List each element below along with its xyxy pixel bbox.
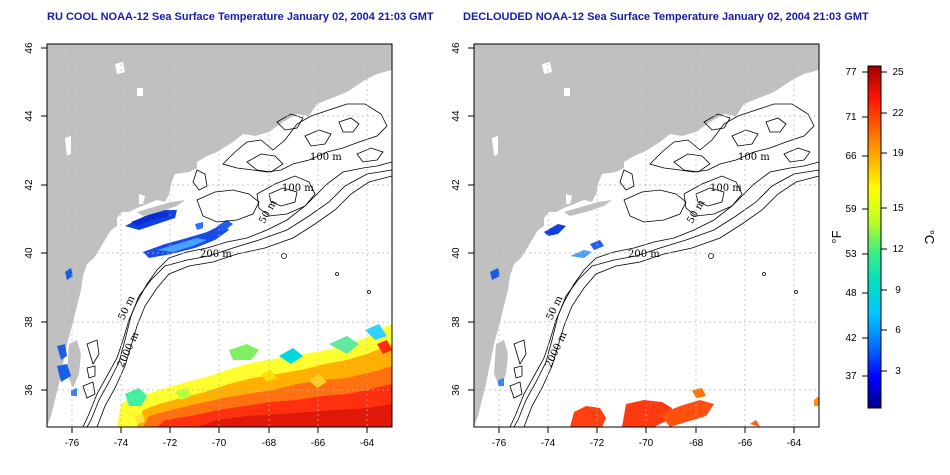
lon-labels-right: -76 -74 -72 -70 -68 -66 -64 xyxy=(492,438,802,449)
fahrenheit-tick-label: 77 xyxy=(845,67,857,78)
lon-tick-label: -72 xyxy=(590,438,605,449)
lat-labels-right: 36 38 40 42 44 46 xyxy=(451,42,462,396)
colorbar-gradient xyxy=(867,65,882,409)
lon-tick-label: -76 xyxy=(492,438,507,449)
lat-tick-label: 38 xyxy=(24,316,35,328)
celsius-unit-label: °C xyxy=(922,230,937,245)
lat-tick-label: 44 xyxy=(24,110,35,122)
lon-tick-label: -66 xyxy=(311,438,326,449)
celsius-tick-label: 19 xyxy=(892,148,904,159)
contour-label: 100 m xyxy=(710,183,742,194)
fahrenheit-unit-label: °F xyxy=(829,230,844,243)
lat-tick-label: 46 xyxy=(24,42,35,54)
lon-tick-label: -72 xyxy=(163,438,178,449)
contour-label: 200 m xyxy=(200,249,232,260)
fahrenheit-tick-label: 59 xyxy=(845,204,857,215)
lat-tick-label: 40 xyxy=(24,247,35,259)
contour-label: 100 m xyxy=(282,183,314,194)
colorbar-celsius-labels: 25 22 19 15 12 9 6 3 xyxy=(892,67,904,377)
fahrenheit-tick-label: 42 xyxy=(845,333,857,344)
lat-tick-label: 38 xyxy=(451,316,462,328)
lon-tick-label: -64 xyxy=(360,438,375,449)
contour-label: 200 m xyxy=(628,249,660,260)
lon-tick-label: -74 xyxy=(541,438,556,449)
lon-tick-label: -66 xyxy=(738,438,753,449)
colorbar: 77 71 66 59 53 48 42 37 25 22 19 15 12 9… xyxy=(829,65,937,409)
lat-tick-label: 44 xyxy=(451,110,462,122)
sst-pixels-declouded xyxy=(490,224,819,427)
lat-tick-label: 42 xyxy=(24,179,35,191)
lat-tick-label: 42 xyxy=(451,179,462,191)
lat-labels-left: 36 38 40 42 44 46 xyxy=(24,42,35,396)
map-panel-raw xyxy=(46,43,393,428)
contour-label: 100 m xyxy=(738,152,770,163)
lon-tick-label: -70 xyxy=(212,438,227,449)
map-panel-declouded xyxy=(473,43,820,428)
lon-tick-label: -74 xyxy=(114,438,129,449)
lon-tick-label: -70 xyxy=(639,438,654,449)
celsius-tick-label: 6 xyxy=(895,325,901,336)
fahrenheit-tick-label: 66 xyxy=(845,151,857,162)
lat-tick-label: 46 xyxy=(451,42,462,54)
map-title-declouded: DECLOUDED NOAA-12 Sea Surface Temperatur… xyxy=(463,11,869,23)
celsius-tick-label: 25 xyxy=(892,67,904,78)
lat-tick-label: 40 xyxy=(451,247,462,259)
fahrenheit-tick-label: 71 xyxy=(845,112,857,123)
fahrenheit-tick-label: 48 xyxy=(845,288,857,299)
lat-tick-label: 36 xyxy=(451,384,462,396)
lat-tick-label: 36 xyxy=(24,384,35,396)
celsius-tick-label: 12 xyxy=(892,244,904,255)
contour-label: 100 m xyxy=(310,152,342,163)
celsius-tick-label: 22 xyxy=(892,108,904,119)
map-title-raw: RU COOL NOAA-12 Sea Surface Temperature … xyxy=(47,11,434,23)
celsius-tick-label: 15 xyxy=(892,203,904,214)
celsius-tick-label: 3 xyxy=(895,366,901,377)
axis-right-panel xyxy=(468,47,795,433)
fahrenheit-tick-label: 53 xyxy=(845,249,857,260)
sst-pixels-raw xyxy=(57,210,392,427)
axis-left-panel xyxy=(41,47,368,433)
lon-tick-label: -76 xyxy=(65,438,80,449)
lon-tick-label: -68 xyxy=(689,438,704,449)
lon-labels-left: -76 -74 -72 -70 -68 -66 -64 xyxy=(65,438,375,449)
lon-tick-label: -68 xyxy=(262,438,277,449)
fahrenheit-tick-label: 37 xyxy=(845,371,857,382)
colorbar-fahrenheit-labels: 77 71 66 59 53 48 42 37 xyxy=(845,67,857,382)
lon-tick-label: -64 xyxy=(787,438,802,449)
celsius-tick-label: 9 xyxy=(895,285,901,296)
